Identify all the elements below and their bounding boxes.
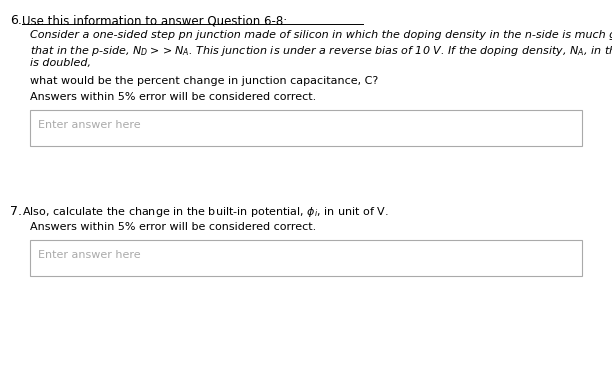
- Text: Enter answer here: Enter answer here: [38, 120, 141, 130]
- Text: Also, calculate the change in the built-in potential, $\phi_i$, in unit of V.: Also, calculate the change in the built-…: [22, 205, 389, 219]
- FancyBboxPatch shape: [30, 240, 582, 276]
- Text: Enter answer here: Enter answer here: [38, 250, 141, 260]
- Text: 6.: 6.: [10, 14, 22, 27]
- FancyBboxPatch shape: [30, 110, 582, 146]
- Text: that in the p-side, $N_D >> N_A$. This junction is under a reverse bias of 10 V.: that in the p-side, $N_D >> N_A$. This j…: [30, 44, 612, 58]
- Text: Consider a one-sided step pn junction made of silicon in which the doping densit: Consider a one-sided step pn junction ma…: [30, 30, 612, 40]
- Text: is doubled,: is doubled,: [30, 58, 91, 68]
- Text: what would be the percent change in junction capacitance, C?: what would be the percent change in junc…: [30, 76, 378, 86]
- Text: Use this information to answer Question 6-8:: Use this information to answer Question …: [22, 14, 287, 27]
- Text: Answers within 5% error will be considered correct.: Answers within 5% error will be consider…: [30, 222, 316, 232]
- Text: Answers within 5% error will be considered correct.: Answers within 5% error will be consider…: [30, 92, 316, 102]
- Text: 7.: 7.: [10, 205, 22, 218]
